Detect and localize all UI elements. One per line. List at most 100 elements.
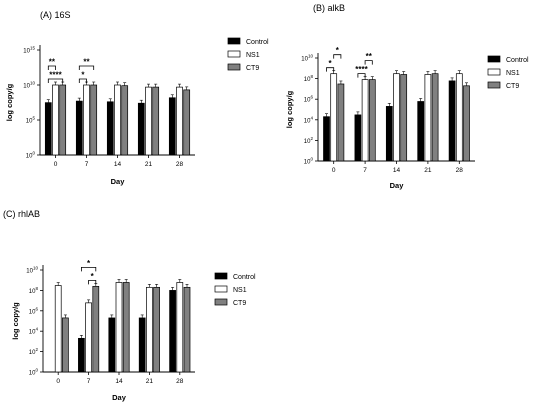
chart-title: (B) alkB — [313, 3, 345, 13]
legend-label: CT9 — [233, 300, 246, 307]
x-axis-label: Day — [390, 181, 405, 190]
legend-swatch-ct9 — [214, 298, 228, 306]
y-tick-exponent: 2 — [310, 136, 313, 141]
y-tick-exponent: 15 — [30, 46, 36, 51]
y-tick-label: 108 — [29, 286, 39, 295]
x-tick-label: 0 — [332, 167, 336, 174]
significance-label: * — [91, 272, 95, 281]
significance-bracket — [78, 65, 95, 70]
x-tick-label: 0 — [54, 161, 58, 168]
y-tick-exponent: 6 — [35, 306, 38, 311]
y-tick-base: 10 — [26, 119, 33, 125]
y-tick-label: 108 — [304, 74, 314, 83]
x-tick-label: 14 — [393, 167, 401, 174]
significance-bracket — [47, 65, 56, 70]
significance-label: ** — [83, 58, 90, 67]
bar-ct9-day-7 — [368, 79, 376, 162]
bar-control-day-28 — [169, 290, 176, 373]
x-tick-label: 7 — [363, 167, 367, 174]
significance-label: **** — [355, 65, 368, 74]
y-tick-label: 100 — [304, 157, 314, 166]
significance-label: * — [87, 259, 91, 268]
bar-ns1-day-28 — [455, 73, 463, 162]
y-tick-base: 10 — [304, 77, 311, 83]
bar-ct9-day-28 — [183, 89, 191, 156]
x-tick-label: 0 — [56, 378, 60, 385]
y-tick-label: 105 — [26, 116, 36, 125]
y-tick-exponent: 10 — [33, 266, 39, 271]
y-tick-exponent: 5 — [32, 116, 35, 121]
significance-bracket — [47, 78, 64, 83]
y-tick-base: 10 — [29, 330, 36, 336]
bar-control-day-7 — [354, 114, 362, 162]
bar-ct9-day-0 — [62, 317, 69, 373]
significance-bracket — [88, 279, 97, 285]
significance-label: * — [81, 71, 85, 80]
x-tick-label: 7 — [87, 378, 91, 385]
y-tick-exponent: 4 — [35, 327, 38, 332]
bar-ns1-day-7 — [83, 84, 90, 156]
bar-ns1-day-7 — [361, 79, 369, 162]
y-tick-exponent: 0 — [310, 157, 313, 162]
bar-ns1-day-0 — [330, 73, 338, 162]
significance-label: * — [336, 46, 340, 55]
bar-ns1-day-0 — [52, 84, 59, 156]
y-tick-base: 10 — [304, 139, 311, 145]
y-tick-base: 10 — [29, 289, 36, 295]
bar-ct9-day-14 — [121, 85, 129, 156]
bar-ct9-day-0 — [59, 84, 67, 156]
bar-ct9-day-21 — [153, 286, 160, 373]
y-tick-label: 100 — [26, 151, 36, 160]
y-tick-base: 10 — [304, 118, 311, 124]
legend-label: NS1 — [233, 287, 247, 294]
legend-swatch-control — [214, 272, 228, 280]
bar-control-day-28 — [168, 97, 176, 156]
significance-bracket — [364, 60, 373, 65]
bar-ns1-day-14 — [114, 84, 121, 156]
bar-ct9-day-28 — [183, 286, 191, 373]
significance-bracket — [357, 73, 366, 78]
bar-control-day-7 — [78, 337, 85, 373]
significance-label: ** — [366, 52, 373, 61]
legend-swatch-ns1 — [487, 68, 501, 76]
bar-control-day-21 — [138, 317, 146, 373]
bar-ns1-day-14 — [115, 282, 123, 373]
y-tick-label: 102 — [29, 347, 39, 356]
bar-control-day-7 — [75, 100, 83, 156]
y-tick-label: 104 — [304, 115, 314, 124]
significance-label: **** — [49, 71, 62, 80]
y-tick-label: 1015 — [23, 46, 35, 55]
x-axis-label: Day — [111, 177, 126, 186]
significance-bracket — [326, 67, 335, 72]
y-tick-base: 10 — [29, 371, 36, 377]
y-tick-base: 10 — [26, 269, 33, 275]
bar-ns1-day-21 — [424, 74, 432, 162]
bar-control-day-21 — [417, 101, 425, 162]
legend-swatch-control — [227, 37, 241, 45]
y-tick-label: 1010 — [26, 266, 38, 275]
y-axis-label: log copy/g — [11, 302, 20, 340]
significance-bracket — [333, 54, 342, 59]
chart-title: (A) 16S — [40, 10, 71, 20]
y-tick-exponent: 8 — [310, 74, 313, 79]
y-tick-base: 10 — [301, 57, 308, 63]
x-tick-label: 28 — [176, 161, 184, 168]
y-tick-base: 10 — [26, 154, 33, 160]
y-tick-label: 104 — [29, 327, 39, 336]
bar-control-day-21 — [137, 102, 145, 156]
bar-ct9-day-21 — [431, 73, 439, 162]
bar-ct9-day-0 — [337, 83, 345, 162]
y-tick-base: 10 — [304, 160, 311, 166]
y-tick-base: 10 — [29, 350, 36, 356]
y-axis-label: log copy/g — [285, 90, 294, 128]
bar-control-day-14 — [385, 106, 393, 162]
bar-ns1-day-28 — [176, 282, 184, 373]
legend-label: NS1 — [506, 70, 520, 77]
y-tick-exponent: 10 — [308, 54, 314, 59]
legend-label: CT9 — [246, 65, 259, 72]
y-tick-label: 106 — [29, 306, 39, 315]
bar-control-day-0 — [44, 102, 52, 156]
